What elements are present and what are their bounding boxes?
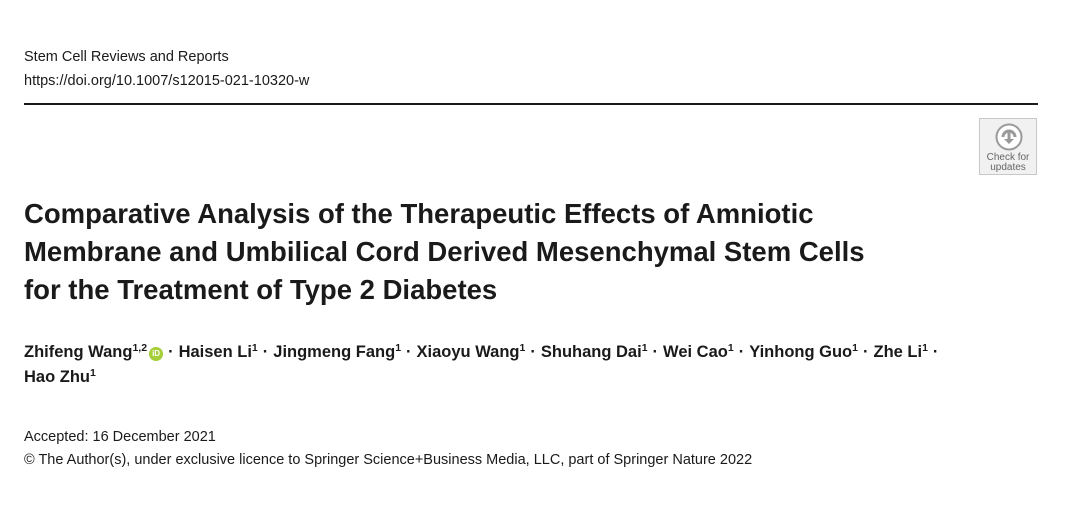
title-line: for the Treatment of Type 2 Diabetes xyxy=(24,274,498,305)
author-name[interactable]: Xiaoyu Wang1 xyxy=(416,342,526,361)
affiliation-marker: 1 xyxy=(90,367,96,379)
check-updates-label-line1: Check for xyxy=(986,152,1030,163)
author-line: Zhifeng Wang1,2 iD · Haisen Li1 · Jingmeng Fa… xyxy=(24,340,1044,365)
title-line: Comparative Analysis of the Therapeutic … xyxy=(24,198,814,229)
author-separator: · xyxy=(652,343,659,361)
author-name[interactable]: Zhifeng Wang1,2 xyxy=(24,342,148,361)
affiliation-marker: 1 xyxy=(852,342,858,354)
affiliation-marker: 1 xyxy=(922,342,928,354)
doi-link[interactable]: https://doi.org/10.1007/s12015-021-10320… xyxy=(24,73,310,89)
article-title: Comparative Analysis of the Therapeutic … xyxy=(24,195,1024,309)
author-separator: · xyxy=(168,343,174,361)
header-divider xyxy=(24,103,1038,105)
accepted-date: Accepted: 16 December 2021 xyxy=(24,429,216,445)
author-separator: · xyxy=(738,343,745,361)
check-for-updates-badge[interactable]: Check for updates xyxy=(979,118,1037,175)
title-line: Membrane and Umbilical Cord Derived Mese… xyxy=(24,236,865,267)
author-separator: · xyxy=(932,343,939,361)
orcid-icon[interactable]: iD xyxy=(149,347,164,361)
author-separator: · xyxy=(862,343,869,361)
journal-name: Stem Cell Reviews and Reports xyxy=(24,49,229,65)
author-line: Hao Zhu1 xyxy=(24,365,1044,390)
author-separator: · xyxy=(530,343,536,361)
author-list: Zhifeng Wang1,2 iD · Haisen Li1 · Jingmeng Fa… xyxy=(24,340,1044,390)
affiliation-marker: 1,2 xyxy=(132,342,148,354)
check-updates-icon xyxy=(995,123,1023,151)
affiliation-marker: 1 xyxy=(727,342,734,354)
author-name[interactable]: Zhe Li1 xyxy=(873,342,928,361)
affiliation-marker: 1 xyxy=(395,342,402,354)
copyright-notice: © The Author(s), under exclusive licence… xyxy=(24,452,753,468)
author-name[interactable]: Wei Cao1 xyxy=(663,342,734,361)
affiliation-marker: 1 xyxy=(519,342,526,354)
affiliation-marker: 1 xyxy=(251,342,258,354)
author-separator: · xyxy=(406,343,412,361)
author-name[interactable]: Hao Zhu1 xyxy=(24,367,96,386)
author-name[interactable]: Shuhang Dai1 xyxy=(540,342,648,361)
author-separator: · xyxy=(262,343,269,361)
check-updates-label-line2: updates xyxy=(990,162,1026,173)
author-name[interactable]: Jingmeng Fang1 xyxy=(273,342,402,361)
author-name[interactable]: Haisen Li1 xyxy=(178,342,258,361)
author-name[interactable]: Yinhong Guo1 xyxy=(749,342,858,361)
affiliation-marker: 1 xyxy=(641,342,648,354)
